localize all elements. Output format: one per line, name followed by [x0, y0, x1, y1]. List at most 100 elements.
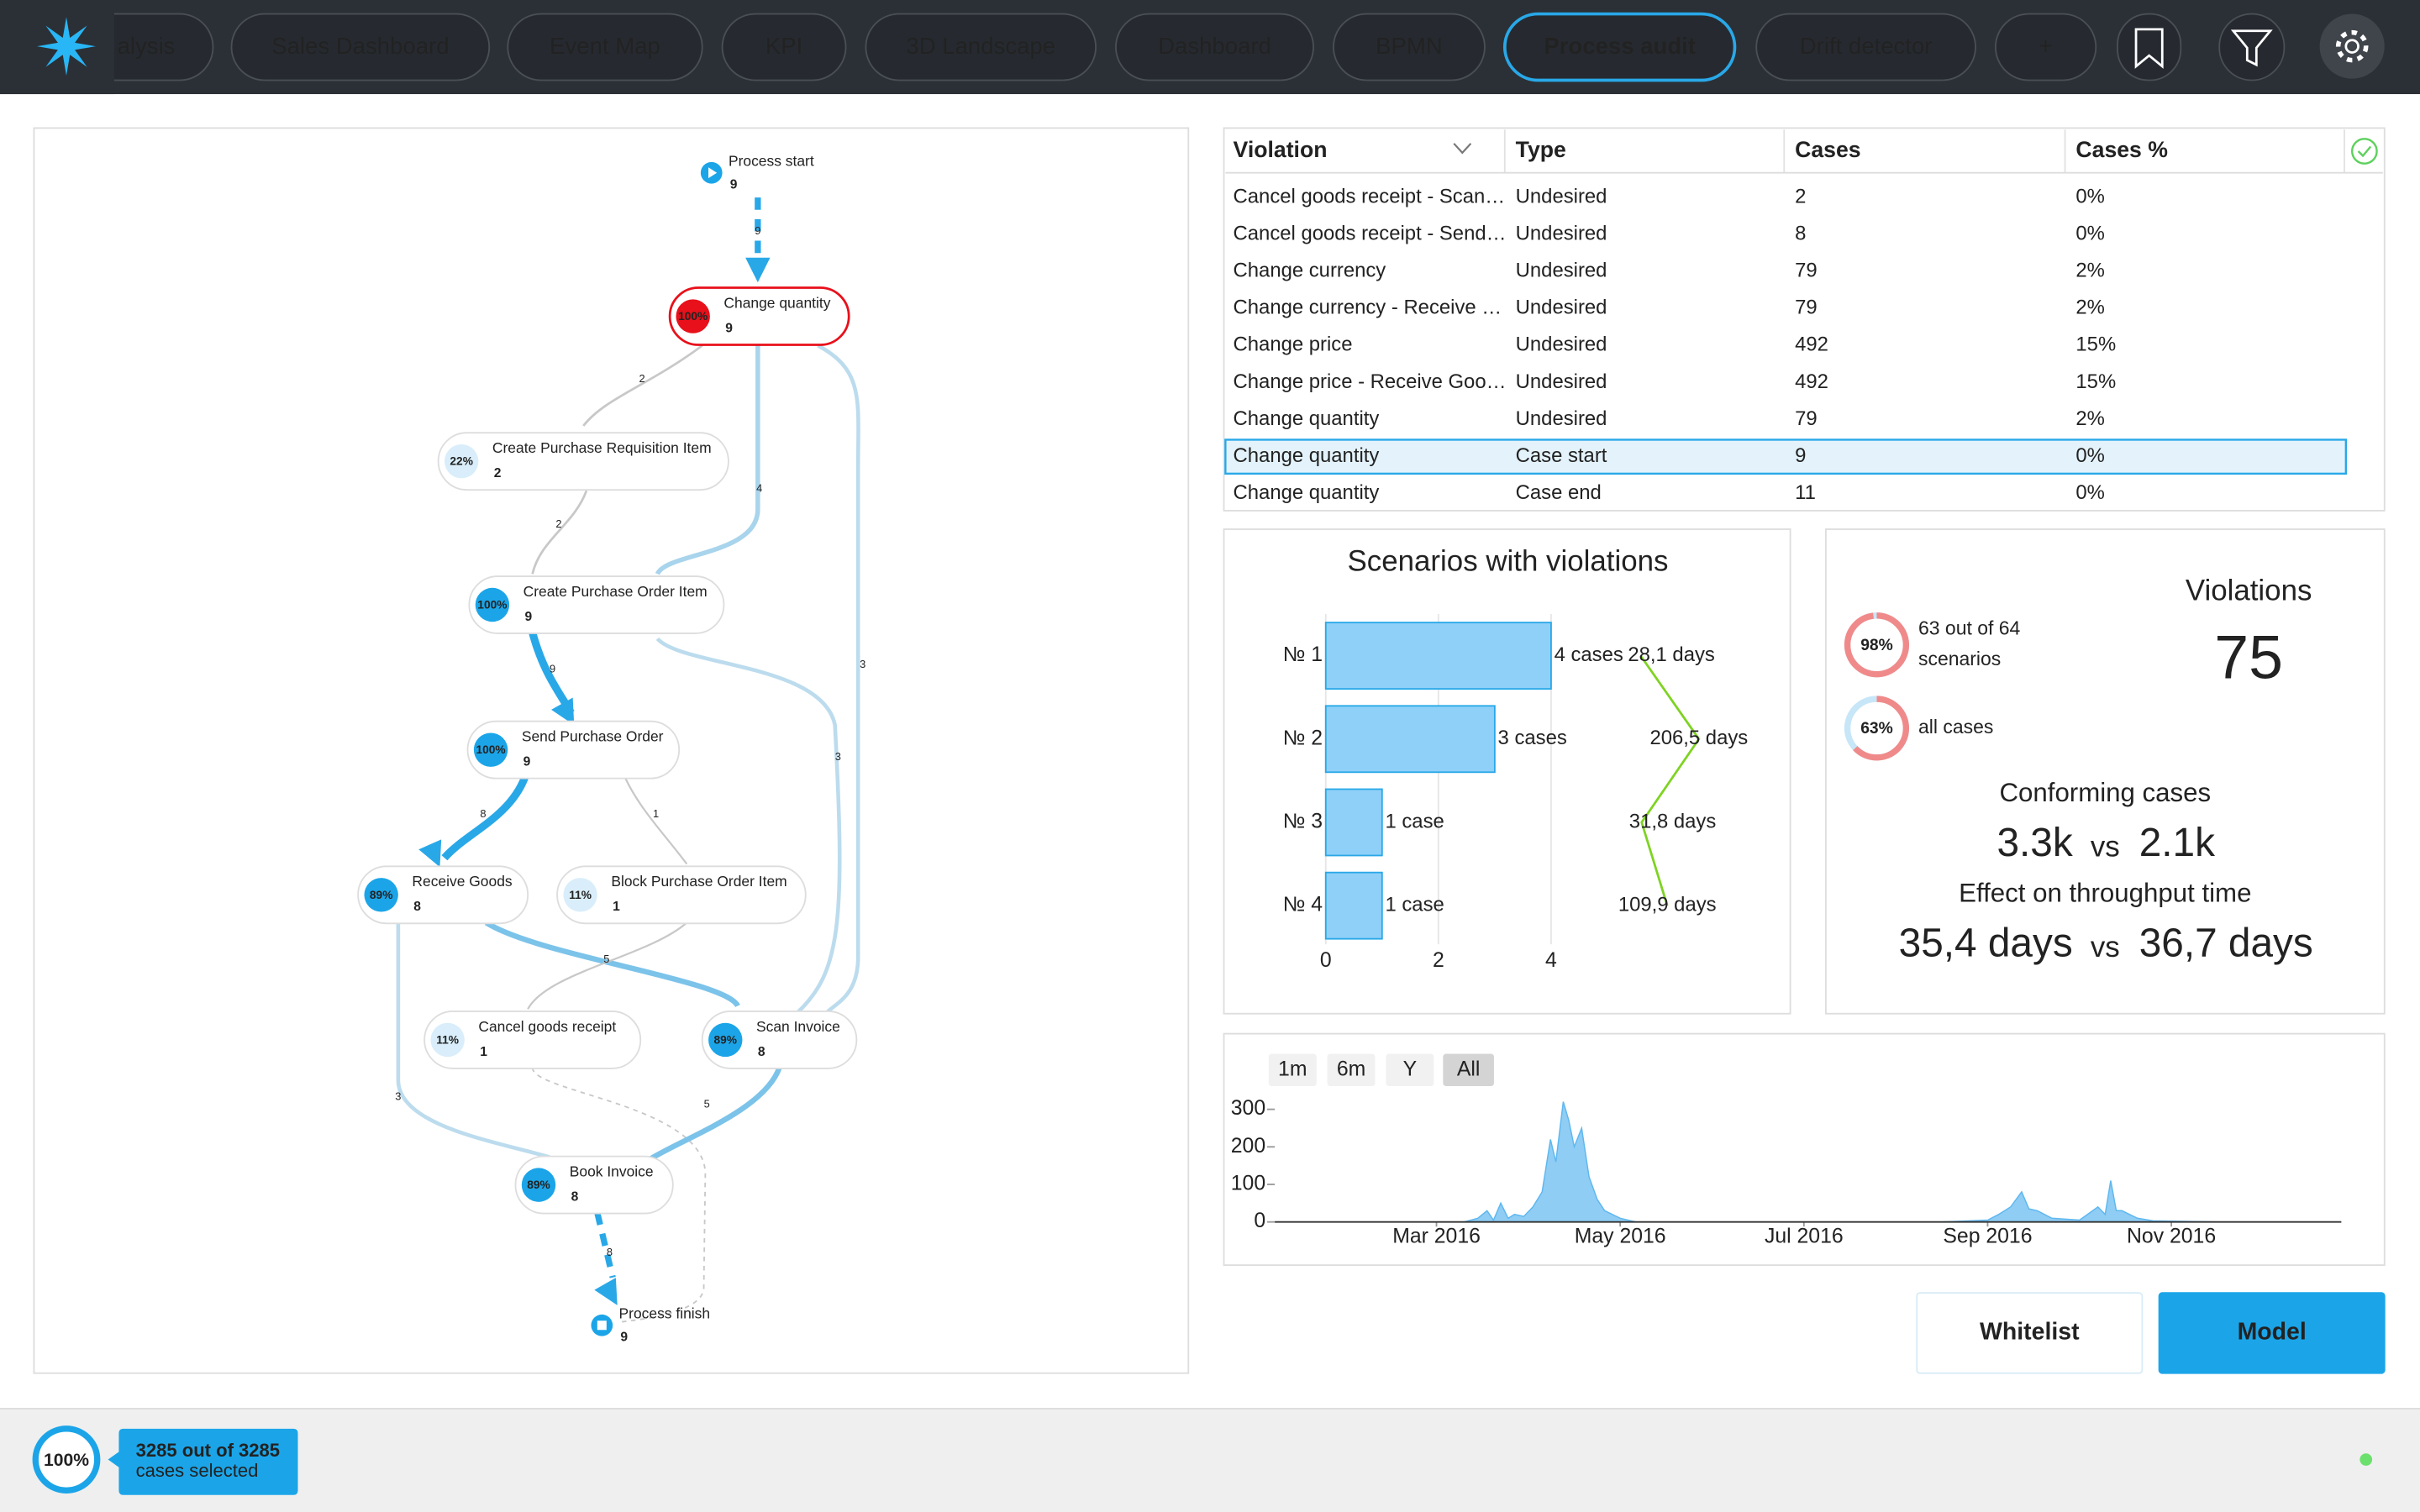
table-row[interactable]: Change price Undesired 492 15% [1234, 333, 2117, 356]
nav-tab[interactable]: KPI [721, 13, 847, 81]
process-node[interactable]: 89% Scan Invoice 8 [701, 1011, 858, 1069]
stop-glyph [597, 1320, 607, 1331]
bar [1324, 871, 1383, 940]
table-row[interactable]: Cancel goods receipt - Send… Undesired 8 0% [1234, 222, 2105, 244]
logo [37, 17, 96, 76]
table-row[interactable]: Change price - Receive Goo… Undesired 492 1… [1234, 370, 2117, 393]
range-button[interactable]: All [1443, 1053, 1494, 1087]
terminal-node[interactable]: Process finish 9 [591, 1305, 710, 1345]
check-mark [2357, 145, 2372, 158]
value-label: 1 case [1385, 893, 1444, 916]
node-count: 9 [725, 321, 733, 335]
edge-label: 5 [603, 953, 609, 965]
tab-label: Drift detector [1800, 33, 1933, 59]
arrowhead [594, 1278, 618, 1305]
tab-label: 3D Landscape [906, 33, 1055, 59]
table-row[interactable]: Change quantity Case start 9 0% [1224, 438, 2348, 475]
node-count: 2 [494, 466, 502, 480]
nav-tab[interactable]: Dashboard [1115, 13, 1314, 81]
process-node[interactable]: 11% Cancel goods receipt 1 [424, 1011, 642, 1069]
table-row[interactable]: Change quantity Case end 11 0% [1234, 481, 2105, 504]
donut-label: 63% [1860, 720, 1893, 738]
edge [531, 490, 588, 575]
range-button[interactable]: 6m [1327, 1053, 1376, 1087]
process-node[interactable]: 11% Block Purchase Order Item 1 [556, 865, 807, 925]
play-glyph [708, 167, 718, 179]
action-button[interactable]: Whitelist [1916, 1292, 2144, 1374]
tab-pill [507, 13, 703, 81]
x-tick-label: Jul 2016 [1765, 1226, 1844, 1248]
settings-button[interactable] [2319, 13, 2385, 79]
value-label: 3 cases [1498, 727, 1567, 749]
nav-tab[interactable]: Process audit [1502, 12, 1737, 82]
process-node[interactable]: 100% Send Purchase Order 9 [466, 720, 681, 780]
metric-left: 35,4 days [1899, 921, 2073, 966]
table-row[interactable]: Cancel goods receipt - Scan… Undesired 2 0% [1234, 185, 2105, 207]
range-bg [1386, 1053, 1434, 1087]
nav-tab[interactable]: BPMN [1333, 13, 1486, 81]
node-percent: 11% [569, 889, 592, 901]
table-cell: 79 [1795, 260, 1818, 282]
icon-pill [2218, 13, 2286, 81]
table-cell: 15% [2075, 370, 2116, 393]
edge-label: 2 [639, 372, 645, 385]
donut-label: 98% [1860, 637, 1893, 654]
node-pill [556, 865, 807, 925]
edge-label: 8 [607, 1246, 613, 1258]
nav-tab[interactable]: 3D Landscape [865, 13, 1097, 81]
donut-caption: all cases [1918, 716, 1993, 738]
summary-panel [1824, 528, 2386, 1015]
range-button[interactable]: 1m [1268, 1053, 1317, 1087]
edge [646, 1066, 782, 1163]
table-row[interactable]: Change quantity Undesired 79 2% [1234, 407, 2105, 430]
table-cell: Change quantity [1234, 407, 1380, 430]
action-button[interactable]: Model [2158, 1292, 2386, 1374]
tab-label: KPI [765, 33, 802, 59]
node-percent: 89% [527, 1179, 550, 1191]
process-node[interactable]: 22% Create Purchase Requisition Item 2 [437, 432, 729, 491]
range-label: 6m [1337, 1058, 1365, 1080]
terminal-node[interactable]: Process start 9 [700, 152, 814, 192]
range-bg [1327, 1053, 1376, 1087]
donut-arc [1844, 612, 1910, 678]
node-count: 8 [571, 1189, 579, 1204]
range-button[interactable]: Y [1386, 1053, 1434, 1087]
process-node[interactable]: 100% Change quantity 9 [668, 286, 850, 346]
node-percent: 89% [713, 1034, 737, 1047]
table-cell: 79 [1795, 297, 1818, 319]
table-row[interactable]: Change currency Undesired 79 2% [1234, 260, 2105, 282]
tab-label: Process audit [1544, 33, 1696, 59]
node-badge [444, 444, 479, 479]
table-cell: Change currency - Receive … [1234, 297, 1502, 319]
process-node[interactable]: 89% Book Invoice 8 [514, 1155, 674, 1215]
bookmark-button[interactable] [2117, 13, 2182, 81]
nav-tab[interactable]: + [1994, 13, 2097, 81]
nav-tab[interactable]: Sales Dashboard [230, 13, 491, 81]
table-cell: Change quantity [1234, 444, 1380, 467]
table-row[interactable]: Change currency - Receive … Undesired 79 2% [1234, 297, 2105, 319]
nav-tab[interactable]: Event Map [507, 13, 703, 81]
edge-label: 3 [395, 1089, 401, 1102]
icon-circle [2319, 13, 2385, 79]
node-count: 1 [480, 1045, 487, 1059]
bar [1324, 622, 1552, 690]
node-label: Book Invoice [570, 1163, 654, 1180]
table-cell: Undesired [1516, 185, 1607, 207]
tab-label: Dashboard [1158, 33, 1271, 59]
range-bg [1268, 1053, 1317, 1087]
node-label: Scan Invoice [756, 1018, 840, 1035]
tab-pill [1502, 12, 1737, 82]
node-label: Create Purchase Requisition Item [492, 439, 712, 456]
filter-button[interactable] [2218, 13, 2286, 81]
selection-ring [32, 1425, 101, 1494]
x-tick-label: Sep 2016 [1943, 1226, 2032, 1248]
tab-pill [865, 13, 1097, 81]
table-cell: Undesired [1516, 222, 1607, 244]
x-tick-label: May 2016 [1575, 1226, 1666, 1248]
nav-tab[interactable]: Drift detector [1755, 13, 1976, 81]
process-node[interactable]: 100% Create Purchase Order Item 9 [468, 575, 725, 634]
violations-table: Violation Type Cases Cases % Cancel goods re… [1224, 129, 2383, 504]
process-node[interactable]: 89% Receive Goods 8 [357, 865, 529, 925]
